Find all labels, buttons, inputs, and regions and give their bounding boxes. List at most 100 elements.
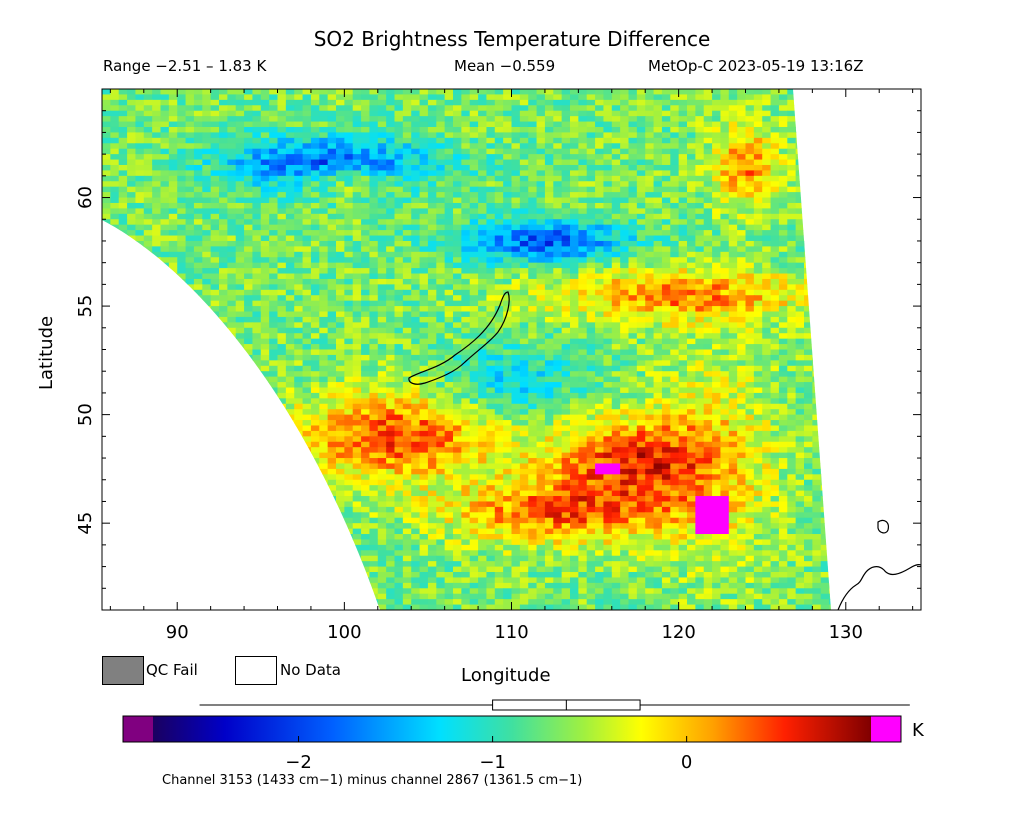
heatmap-cell: [235, 289, 245, 296]
heatmap-cell: [336, 268, 345, 275]
heatmap-cell: [645, 121, 655, 128]
heatmap-cell: [453, 132, 462, 139]
heatmap-cell: [511, 213, 521, 220]
heatmap-cell: [244, 99, 254, 106]
heatmap-cell: [486, 99, 496, 106]
heatmap-cell: [436, 338, 446, 345]
heatmap-cell: [712, 154, 722, 161]
heatmap-cell: [436, 360, 446, 367]
heatmap-cell: [369, 257, 379, 264]
heatmap-cell: [737, 230, 747, 237]
heatmap-cell: [904, 333, 913, 339]
heatmap-cell: [888, 274, 897, 280]
heatmap-cell: [310, 186, 320, 193]
heatmap-cell: [152, 159, 162, 166]
heatmap-cell: [737, 360, 747, 367]
heatmap-cell: [402, 349, 412, 356]
heatmap-cell: [636, 273, 646, 280]
heatmap-cell: [645, 262, 655, 269]
heatmap-cell: [269, 349, 279, 356]
heatmap-cell: [444, 333, 454, 340]
heatmap-cell: [628, 327, 638, 334]
heatmap-cell: [544, 197, 554, 204]
heatmap-cell: [152, 311, 162, 318]
heatmap-cell: [770, 333, 780, 340]
heatmap-cell: [269, 354, 279, 361]
heatmap-cell: [645, 278, 655, 285]
heatmap-cell: [102, 170, 111, 177]
heatmap-cell: [846, 89, 855, 95]
heatmap-cell: [469, 89, 479, 96]
heatmap-cell: [386, 262, 396, 269]
heatmap-cell: [812, 251, 822, 258]
heatmap-cell: [219, 322, 228, 329]
heatmap-cell: [695, 154, 705, 161]
heatmap-cell: [185, 94, 195, 101]
heatmap-cell: [586, 349, 596, 356]
heatmap-cell: [611, 354, 621, 361]
heatmap-cell: [369, 338, 379, 345]
heatmap-cell: [219, 354, 228, 361]
heatmap-cell: [193, 181, 203, 188]
heatmap-cell: [544, 306, 554, 313]
heatmap-cell: [277, 344, 287, 351]
heatmap-cell: [553, 181, 563, 188]
heatmap-cell: [252, 316, 262, 323]
heatmap-cell: [277, 278, 287, 285]
heatmap-cell: [344, 262, 354, 269]
heatmap-cell: [653, 284, 663, 291]
heatmap-cell: [528, 94, 538, 101]
heatmap-cell: [904, 279, 913, 285]
heatmap-cell: [703, 327, 713, 334]
heatmap-cell: [620, 170, 630, 177]
heatmap-cell: [453, 89, 462, 96]
heatmap-cell: [578, 289, 588, 296]
heatmap-cell: [269, 89, 279, 96]
heatmap-cell: [896, 339, 905, 345]
heatmap-cell: [561, 246, 571, 253]
heatmap-cell: [511, 94, 521, 101]
heatmap-cell: [737, 306, 747, 313]
heatmap-cell: [369, 137, 379, 144]
heatmap-cell: [670, 349, 680, 356]
heatmap-cell: [294, 311, 304, 318]
heatmap-cell: [503, 349, 513, 356]
heatmap-cell: [854, 203, 863, 209]
heatmap-cell: [695, 300, 705, 307]
heatmap-cell: [670, 175, 680, 182]
heatmap-cell: [252, 240, 262, 247]
heatmap-cell: [728, 289, 738, 296]
heatmap-cell: [812, 257, 822, 264]
heatmap-cell: [645, 116, 655, 123]
heatmap-cell: [185, 300, 195, 307]
heatmap-cell: [361, 289, 371, 296]
heatmap-cell: [227, 246, 237, 253]
heatmap-cell: [193, 175, 203, 182]
heatmap-cell: [135, 246, 145, 253]
heatmap-cell: [611, 164, 621, 172]
heatmap-cell: [703, 300, 713, 307]
heatmap-cell: [369, 230, 379, 237]
heatmap-cell: [302, 197, 312, 204]
heatmap-cell: [453, 224, 462, 231]
heatmap-cell: [829, 230, 831, 237]
heatmap-cell: [846, 181, 855, 187]
heatmap-cell: [277, 327, 287, 334]
heatmap-cell: [252, 208, 262, 215]
heatmap-cell: [879, 301, 888, 307]
heatmap-cell: [837, 181, 846, 187]
heatmap-cell: [310, 306, 320, 313]
heatmap-cell: [319, 278, 329, 285]
heatmap-cell: [235, 251, 245, 258]
heatmap-cell: [469, 154, 479, 161]
heatmap-cell: [168, 154, 178, 161]
heatmap-cell: [494, 354, 504, 361]
heatmap-cell: [695, 197, 705, 204]
heatmap-cell: [469, 300, 479, 307]
heatmap-cell: [302, 240, 312, 247]
heatmap-cell: [235, 192, 245, 199]
heatmap-cell: [177, 132, 187, 139]
heatmap-cell: [227, 316, 237, 323]
heatmap-cell: [653, 268, 663, 275]
heatmap-cell: [152, 197, 162, 204]
